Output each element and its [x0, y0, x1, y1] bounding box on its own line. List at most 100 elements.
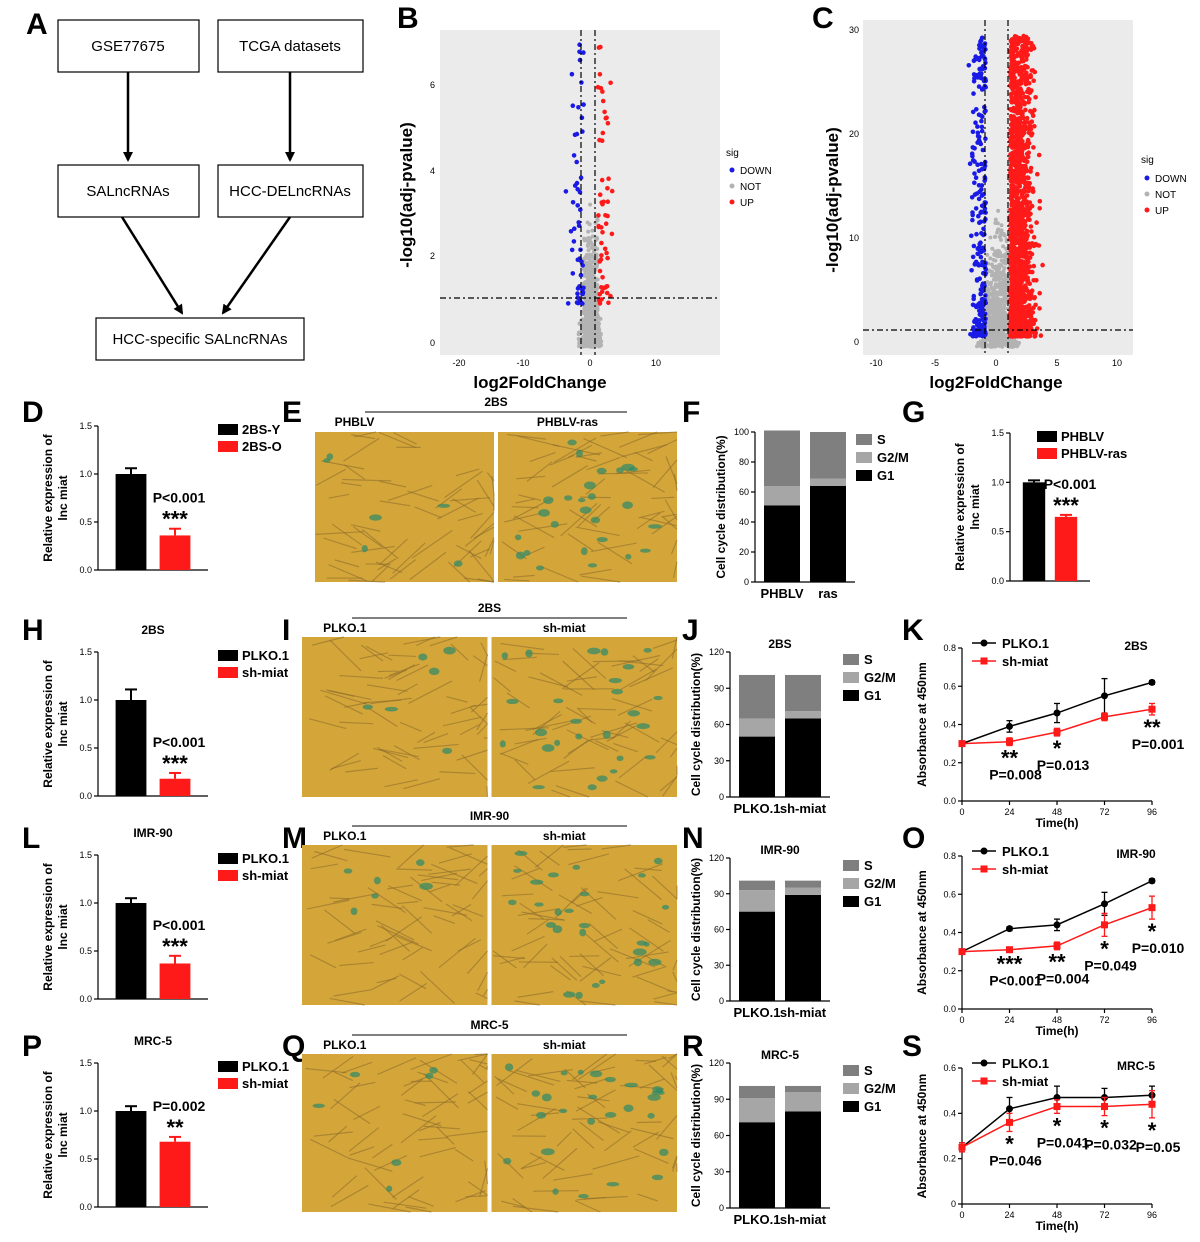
micro-cell [344, 848, 391, 858]
micro-cell [360, 644, 384, 662]
volcano-point-up [602, 109, 607, 115]
volcano-point-down [979, 128, 985, 134]
volcano-point-up [1025, 175, 1030, 180]
volcano-point-up [1014, 83, 1020, 89]
micro-stain [604, 1111, 617, 1118]
micro-cell [444, 470, 483, 498]
micro-stain [563, 991, 576, 998]
volcano-point-down [970, 145, 976, 150]
micro-cell [517, 435, 560, 447]
volcano-point-down [979, 161, 984, 167]
micro-cell [636, 976, 674, 993]
stack-seg-g2m [785, 1092, 821, 1112]
volcano-point-up [1020, 98, 1025, 104]
volcano-point-not [597, 339, 602, 344]
micro-cell [672, 971, 678, 982]
micro-cell [472, 1053, 488, 1075]
volcano-point-not [587, 265, 592, 269]
volcano-point-not [1009, 344, 1014, 349]
volcano-point-down [980, 287, 985, 293]
panel-letter-r: R [682, 1030, 704, 1063]
volcano-point-not [1003, 261, 1008, 266]
volcano-point-down [563, 189, 569, 194]
volcano-point-down [973, 175, 979, 180]
line-ann-p: P=0.032 [1084, 1137, 1137, 1153]
micro-cell [672, 561, 678, 579]
line-xtick-label: 72 [1099, 807, 1109, 817]
micro-cell [494, 660, 517, 673]
line-legend-0: PLKO.1 [1002, 1056, 1049, 1071]
volcano-point-up [1022, 297, 1028, 303]
line-chart-lineK: 0.0 0.2 0.4 0.6 0.8 0 24 48 72 96 Time(h) Absorbanc… [915, 636, 1184, 830]
volcano-point-up [1022, 94, 1028, 100]
bar-ylabel: Relative expression oflnc miat [41, 862, 70, 990]
volcano-point-up [601, 285, 607, 291]
bar-legend-1: PHBLV-ras [1061, 446, 1127, 461]
stack-seg-s [739, 674, 775, 719]
micro-cell [408, 680, 453, 704]
volcano-point-up [1026, 259, 1031, 265]
volcano-point-not [595, 217, 600, 222]
line-ylabel: Absorbance at 450nm [915, 870, 929, 995]
bar-legend-1: 2BS-O [242, 439, 282, 454]
stack-ytick-label: 30 [714, 960, 724, 970]
micro-cell [339, 674, 383, 679]
micro-cell [339, 961, 374, 967]
micro-cell [329, 997, 365, 1006]
volcano-point-up [1030, 113, 1036, 118]
micro-cell [407, 490, 439, 502]
micro-label-0: PLKO.1 [323, 621, 367, 635]
stack-ytick-label: 80 [739, 457, 749, 467]
micro-cell [467, 1091, 488, 1111]
volcano-point-up [1012, 326, 1018, 332]
line-point [1053, 1103, 1061, 1111]
micro-cell [352, 526, 383, 548]
micro-cell [632, 655, 655, 673]
volcano-point-down [979, 50, 984, 55]
volcano-point-not [995, 230, 1000, 235]
volcano-point-not [586, 253, 591, 258]
volcano-point-not [586, 248, 591, 253]
micro-cell [582, 965, 622, 977]
micro-stain [361, 544, 368, 553]
micro-cell [383, 1201, 427, 1209]
micro-cell [603, 1130, 632, 1152]
micro-cell [482, 989, 489, 997]
panel-letter-l: L [22, 822, 40, 855]
micro-cell [315, 468, 347, 486]
volcano-point-up [1008, 324, 1013, 330]
micro-cell [331, 1175, 358, 1198]
volcano-point-down [982, 104, 987, 110]
micro-stain [578, 497, 586, 503]
bar-legend-swatch-0 [218, 1061, 238, 1072]
volcano-point-up [1016, 295, 1021, 300]
panel-letter-s: S [902, 1030, 922, 1063]
volcano-point-down [578, 207, 583, 213]
volcano-point-down [971, 296, 976, 302]
micro-stain [540, 1148, 555, 1156]
volcano-point-not [996, 297, 1001, 302]
micro-stain [349, 1071, 361, 1078]
micro-cell [377, 1057, 417, 1076]
micro-stain [648, 524, 662, 529]
bar-ytick-label: 0.5 [991, 527, 1004, 537]
line-point [1148, 904, 1156, 912]
volcano-point-down [972, 180, 977, 186]
volcano-point-down [575, 187, 580, 192]
bar-0 [115, 700, 147, 796]
micro-cell [617, 698, 653, 716]
micro-stain [587, 784, 597, 791]
micro-stain [554, 908, 562, 916]
volcano-point-not [988, 282, 993, 287]
volcano-point-not [582, 238, 587, 243]
line-ann-p: P=0.010 [1132, 940, 1185, 956]
volcano-point-up [1017, 321, 1022, 326]
bar-legend-0: PLKO.1 [242, 851, 289, 866]
volcano-point-up [1011, 265, 1016, 271]
line-xtick-label: 24 [1004, 1015, 1014, 1025]
micro-cell [512, 1205, 559, 1213]
micro-stain [564, 495, 573, 501]
micro-cell [405, 1206, 432, 1213]
micro-cell [539, 672, 583, 696]
